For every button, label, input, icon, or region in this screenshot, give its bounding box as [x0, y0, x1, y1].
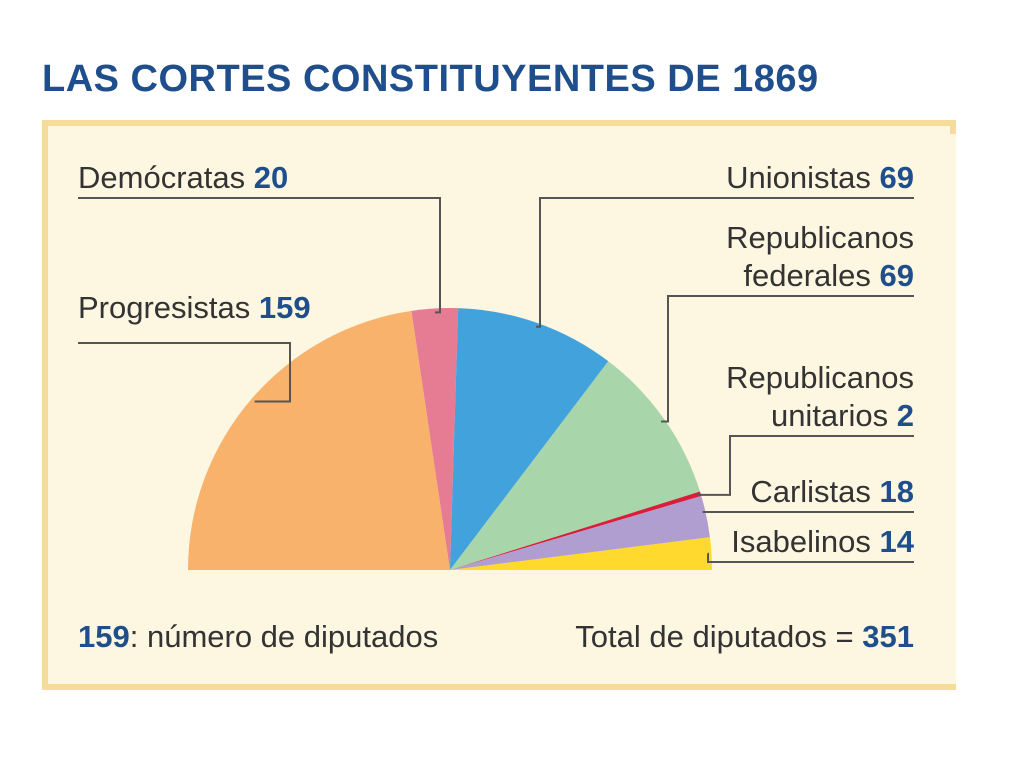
label-value: 69 [880, 258, 914, 293]
label-text: Demócratas [78, 160, 254, 195]
slice-republicanos-federales [450, 361, 700, 570]
panel-border-edge [950, 120, 956, 134]
label-value: 159 [259, 290, 311, 325]
slice-democratas [411, 308, 459, 570]
legend-note: 159: número de diputados [78, 619, 438, 654]
label-text: Carlistas [750, 474, 879, 509]
leader-unionistas [536, 197, 914, 328]
leader-isabelinos [707, 552, 914, 563]
label-text: Isabelinos [731, 524, 879, 559]
slice-republicanos-unitarios [450, 491, 702, 570]
label-progresistas: Progresistas 159 [78, 290, 311, 325]
leader-democratas [78, 197, 441, 314]
leader-republicanos-unitarios [696, 435, 914, 496]
page-title: LAS CORTES CONSTITUYENTES DE 1869 [42, 58, 819, 100]
label-unionistas: Unionistas 69 [726, 160, 914, 195]
label-carlistas: Carlistas 18 [750, 474, 914, 509]
label-text: Unionistas [726, 160, 879, 195]
legend-note-value: 159 [78, 619, 130, 654]
label-democratas: Demócratas 20 [78, 160, 288, 195]
label-text: Republicanos [726, 220, 914, 255]
total-deputies: Total de diputados = 351 [575, 619, 914, 654]
slice-carlistas [450, 495, 710, 570]
legend-note-text: : número de diputados [130, 619, 439, 654]
label-value: 18 [880, 474, 914, 509]
label-value: 14 [880, 524, 915, 559]
slice-progresistas [188, 310, 450, 570]
chart-slices [188, 308, 713, 570]
label-text: unitarios [771, 398, 897, 433]
leader-progresistas [78, 342, 291, 403]
label-republicanos-federales: Republicanos federales 69 [726, 220, 914, 293]
leader-republicanos-federales [661, 295, 914, 423]
label-value: 69 [880, 160, 914, 195]
label-text: Progresistas [78, 290, 259, 325]
label-republicanos-unitarios: Republicanos unitarios 2 [726, 360, 914, 433]
label-value: 20 [254, 160, 288, 195]
slice-labels: Progresistas 159 Demócratas 20 Unionistas … [78, 160, 915, 559]
label-value: 2 [897, 398, 914, 433]
slice-unionistas [450, 308, 609, 570]
slice-isabelinos [450, 537, 713, 570]
label-isabelinos: Isabelinos 14 [731, 524, 914, 559]
label-leader-lines [78, 197, 914, 563]
total-deputies-text: Total de diputados = [575, 619, 862, 654]
total-deputies-value: 351 [862, 619, 914, 654]
label-text: Republicanos [726, 360, 914, 395]
label-text: federales [743, 258, 879, 293]
